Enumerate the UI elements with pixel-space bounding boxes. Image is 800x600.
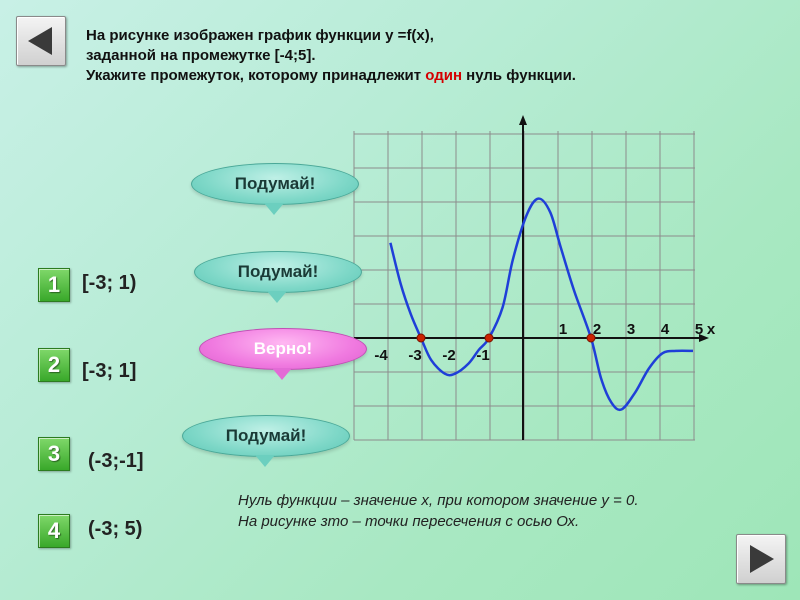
question-line-1: На рисунке изображен график функции y =f… (86, 27, 434, 44)
answer-text-4[interactable]: (-3; 5) (88, 518, 143, 540)
x-tick-label: 1 (559, 321, 567, 338)
question-line-2: заданной на промежутке [-4;5]. (86, 47, 316, 64)
answer-button-2[interactable]: 2 (38, 348, 70, 382)
answer-text-1[interactable]: [-3; 1) (82, 272, 137, 294)
question-line-3: Укажите промежуток, которому принадлежит… (86, 67, 576, 84)
x-axis-arrow (699, 334, 709, 342)
answer-button-4[interactable]: 4 (38, 514, 70, 548)
graph-grid (353, 131, 695, 441)
definition-line-1: Нуль функции – значение х, при котором з… (238, 492, 639, 509)
zero-point-3 (586, 333, 596, 343)
definition-line-2: На рисунке зто – точки пересечения с ось… (238, 513, 580, 530)
x-tick-label: 3 (627, 321, 635, 338)
x-tick-label: -2 (442, 347, 455, 364)
x-tick-labels: -4 -3 -2 -1 1 2 3 4 5 (374, 321, 703, 364)
back-button[interactable] (16, 16, 66, 66)
question-text: На рисунке изображен график функции y =f… (86, 26, 766, 86)
x-tick-label: -1 (476, 347, 489, 364)
feedback-bubble-2: Подумай! (194, 251, 362, 303)
answer-button-1[interactable]: 1 (38, 268, 70, 302)
next-button[interactable] (736, 534, 786, 584)
answer-text-2[interactable]: [-3; 1] (82, 360, 137, 382)
x-tick-label: -3 (408, 347, 421, 364)
x-tick-label: 2 (593, 321, 601, 338)
answer-button-3[interactable]: 3 (38, 437, 70, 471)
zero-point-2 (484, 333, 494, 343)
y-axis-arrow (519, 115, 527, 125)
back-arrow-icon (28, 27, 52, 55)
x-tick-label: 4 (661, 321, 670, 338)
feedback-bubble-correct: Верно! (199, 328, 367, 380)
x-tick-label: 5 (695, 321, 703, 338)
x-axis-label: x (707, 321, 716, 338)
question-highlight: один (425, 67, 463, 84)
graph-axes (354, 115, 709, 440)
function-curve (389, 197, 694, 412)
zero-markers (416, 333, 596, 343)
next-arrow-icon (750, 545, 774, 573)
feedback-bubble-4: Подумай! (182, 415, 350, 467)
zero-definition: Нуль функции – значение х, при котором з… (238, 490, 778, 532)
feedback-bubble-1: Подумай! (191, 163, 359, 215)
answer-text-3[interactable]: (-3;-1] (88, 450, 144, 472)
zero-point-1 (416, 333, 426, 343)
x-tick-label: -4 (374, 347, 388, 364)
